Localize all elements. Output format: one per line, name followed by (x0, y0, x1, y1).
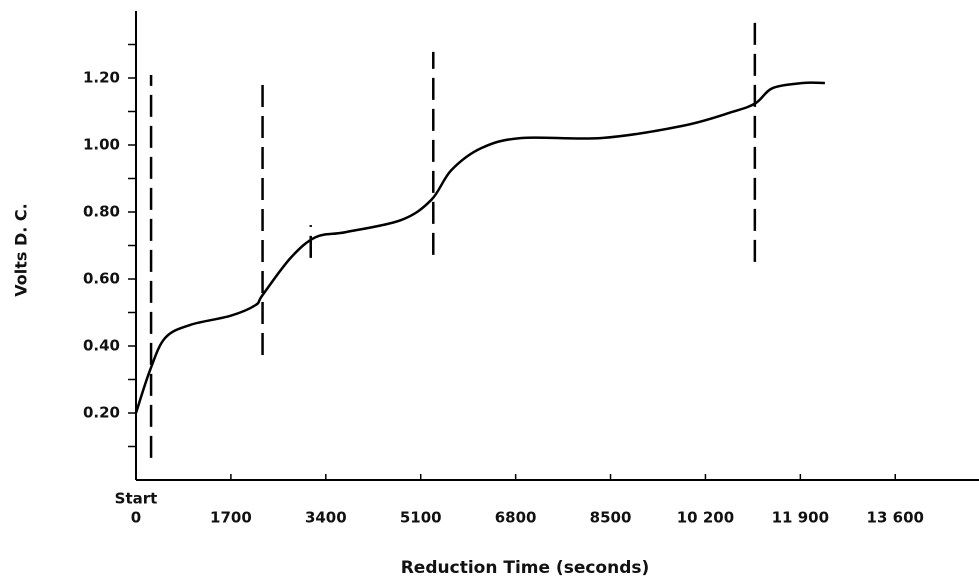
x-tick-label: 6800 (495, 509, 537, 527)
x-start-label: Start (115, 490, 158, 508)
y-tick-label: 1.00 (83, 136, 120, 154)
x-tick-label: 8500 (590, 509, 632, 527)
y-tick-label: 1.20 (83, 69, 120, 87)
x-tick-label: 5100 (400, 509, 442, 527)
x-tick-label: 0 (131, 509, 141, 527)
x-tick-label: 3400 (305, 509, 347, 527)
y-tick-label: 0.80 (83, 203, 120, 221)
x-axis-label: Reduction Time (seconds) (401, 558, 650, 578)
y-tick-label: 0.40 (83, 337, 120, 355)
x-tick-label: 11 900 (772, 509, 829, 527)
y-axis-label: Volts D. C. (12, 203, 31, 296)
x-tick-label: 10 200 (677, 509, 734, 527)
x-tick-label: 1700 (210, 509, 252, 527)
x-tick-label: 13 600 (867, 509, 924, 527)
data-line (134, 81, 825, 414)
y-tick-label: 0.60 (83, 270, 120, 288)
y-tick-label: 0.20 (83, 404, 120, 422)
